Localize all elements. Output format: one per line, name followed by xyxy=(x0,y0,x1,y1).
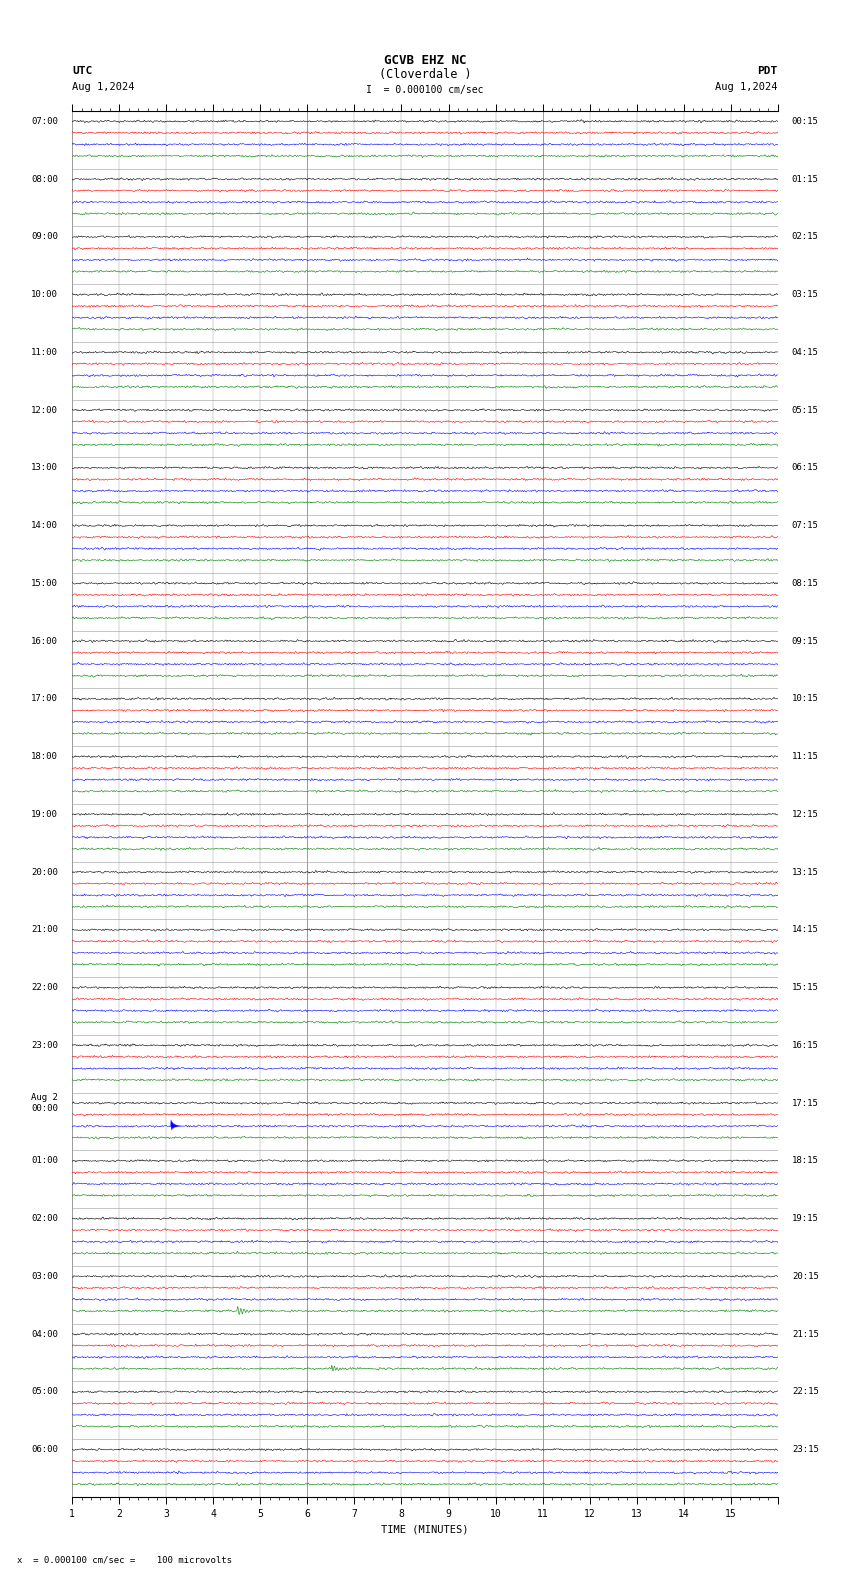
Text: 04:00: 04:00 xyxy=(31,1329,58,1338)
Text: 05:15: 05:15 xyxy=(792,406,819,415)
Text: 02:15: 02:15 xyxy=(792,233,819,241)
Text: Aug 1,2024: Aug 1,2024 xyxy=(72,82,135,92)
X-axis label: TIME (MINUTES): TIME (MINUTES) xyxy=(382,1524,468,1535)
Text: 19:15: 19:15 xyxy=(792,1213,819,1223)
Text: 07:15: 07:15 xyxy=(792,521,819,531)
Text: 13:00: 13:00 xyxy=(31,463,58,472)
Text: 10:00: 10:00 xyxy=(31,290,58,299)
Text: 02:00: 02:00 xyxy=(31,1213,58,1223)
Text: 03:00: 03:00 xyxy=(31,1272,58,1281)
Text: 05:00: 05:00 xyxy=(31,1388,58,1396)
Text: 21:15: 21:15 xyxy=(792,1329,819,1338)
Text: 12:00: 12:00 xyxy=(31,406,58,415)
Text: PDT: PDT xyxy=(757,67,778,76)
Text: 07:00: 07:00 xyxy=(31,117,58,125)
Text: Aug 2
00:00: Aug 2 00:00 xyxy=(31,1093,58,1112)
Text: 01:15: 01:15 xyxy=(792,174,819,184)
Text: 14:00: 14:00 xyxy=(31,521,58,531)
Text: 20:00: 20:00 xyxy=(31,868,58,876)
Text: 15:15: 15:15 xyxy=(792,984,819,992)
Text: I  = 0.000100 cm/sec: I = 0.000100 cm/sec xyxy=(366,86,484,95)
Text: (Cloverdale ): (Cloverdale ) xyxy=(379,68,471,81)
Text: 20:15: 20:15 xyxy=(792,1272,819,1281)
Text: UTC: UTC xyxy=(72,67,93,76)
Text: 08:15: 08:15 xyxy=(792,578,819,588)
Text: 23:15: 23:15 xyxy=(792,1445,819,1454)
Text: 01:00: 01:00 xyxy=(31,1156,58,1166)
Text: 16:15: 16:15 xyxy=(792,1041,819,1050)
Text: 18:00: 18:00 xyxy=(31,752,58,760)
Text: 17:00: 17:00 xyxy=(31,694,58,703)
Text: 10:15: 10:15 xyxy=(792,694,819,703)
Text: 22:00: 22:00 xyxy=(31,984,58,992)
Text: 12:15: 12:15 xyxy=(792,809,819,819)
Text: 15:00: 15:00 xyxy=(31,578,58,588)
Text: 18:15: 18:15 xyxy=(792,1156,819,1166)
Text: 22:15: 22:15 xyxy=(792,1388,819,1396)
Text: 03:15: 03:15 xyxy=(792,290,819,299)
Text: 21:00: 21:00 xyxy=(31,925,58,935)
Text: x  = 0.000100 cm/sec =    100 microvolts: x = 0.000100 cm/sec = 100 microvolts xyxy=(17,1555,232,1565)
Text: 23:00: 23:00 xyxy=(31,1041,58,1050)
Text: Aug 1,2024: Aug 1,2024 xyxy=(715,82,778,92)
Text: 09:00: 09:00 xyxy=(31,233,58,241)
Text: 06:15: 06:15 xyxy=(792,463,819,472)
Text: 16:00: 16:00 xyxy=(31,637,58,646)
Text: 09:15: 09:15 xyxy=(792,637,819,646)
Text: 04:15: 04:15 xyxy=(792,348,819,356)
Text: 14:15: 14:15 xyxy=(792,925,819,935)
Text: 13:15: 13:15 xyxy=(792,868,819,876)
Text: GCVB EHZ NC: GCVB EHZ NC xyxy=(383,54,467,67)
Text: 00:15: 00:15 xyxy=(792,117,819,125)
Text: 08:00: 08:00 xyxy=(31,174,58,184)
Text: 11:00: 11:00 xyxy=(31,348,58,356)
Text: 11:15: 11:15 xyxy=(792,752,819,760)
Text: 19:00: 19:00 xyxy=(31,809,58,819)
Text: 17:15: 17:15 xyxy=(792,1099,819,1107)
Text: 06:00: 06:00 xyxy=(31,1445,58,1454)
